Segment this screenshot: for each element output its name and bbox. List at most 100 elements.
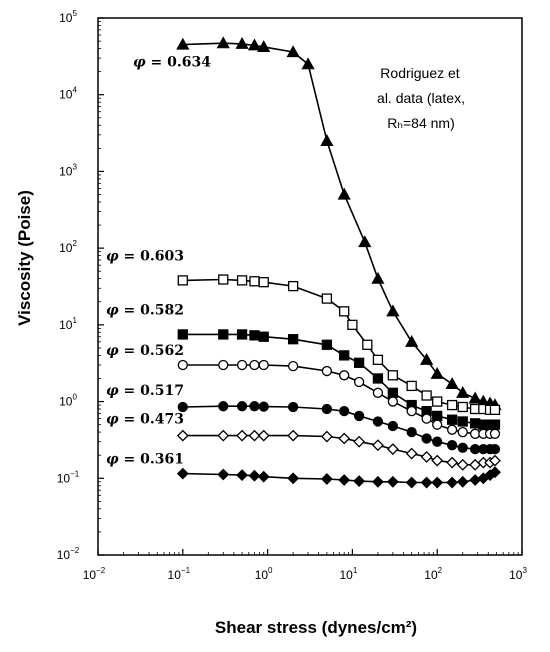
triangle-marker: [405, 335, 419, 347]
series-label: φ = 0.582: [106, 302, 184, 318]
circle-marker: [446, 440, 458, 451]
y-tick-label: 101: [59, 316, 77, 332]
circle-marker: [489, 428, 501, 439]
square-marker: [321, 293, 333, 304]
circle-marker: [177, 359, 188, 371]
series-label: φ = 0.562: [106, 343, 184, 359]
circle-marker: [321, 403, 333, 415]
square-marker: [249, 276, 260, 287]
triangle-marker: [337, 187, 351, 200]
circle-marker: [236, 401, 248, 412]
series-0.603: [177, 274, 501, 415]
series-0.562: [177, 359, 501, 439]
x-tick-label: 102: [424, 566, 442, 582]
square-marker: [353, 357, 365, 368]
triangle-marker: [320, 134, 334, 146]
diamond-marker: [431, 454, 444, 467]
y-tick-label: 102: [59, 239, 77, 255]
circle-marker: [258, 359, 269, 371]
circle-marker: [421, 433, 432, 444]
square-marker: [387, 370, 399, 381]
circle-marker: [387, 420, 399, 432]
square-marker: [339, 306, 350, 317]
circle-marker: [421, 413, 432, 424]
circle-marker: [353, 410, 365, 422]
circle-marker: [489, 443, 501, 455]
triangle-marker: [468, 391, 482, 404]
diamond-marker: [420, 476, 433, 489]
diamond-marker: [420, 450, 433, 463]
diamond-marker: [320, 473, 333, 485]
y-axis-ticks: 10−2 10−1 100 101 102 103 104 105: [57, 9, 104, 562]
square-marker: [258, 277, 269, 288]
series-label: φ = 0.634: [133, 55, 211, 71]
series-layer: [176, 36, 502, 489]
circle-marker: [249, 401, 260, 412]
triangle-marker: [371, 271, 385, 284]
triangle-marker: [286, 45, 300, 58]
diamond-marker: [353, 435, 366, 448]
triangle-marker: [358, 235, 372, 248]
triangle-marker: [420, 352, 434, 365]
y-tick-label: 10−2: [57, 546, 80, 562]
series-line: [182, 278, 495, 411]
annotation-line-1: Rodriguez et: [380, 65, 459, 81]
diamond-marker: [446, 456, 459, 469]
diamond-marker: [236, 429, 248, 442]
triangle-marker: [430, 366, 444, 379]
diamond-marker: [176, 467, 189, 480]
square-marker: [432, 410, 443, 422]
diamond-marker: [217, 429, 230, 442]
diamond-marker: [257, 429, 270, 442]
series-0.473: [176, 429, 501, 471]
y-axis-title: Viscosity (Poise): [15, 190, 34, 326]
circle-marker: [339, 370, 350, 381]
square-marker: [372, 354, 384, 365]
square-marker: [432, 396, 443, 407]
square-marker: [347, 319, 358, 331]
series-0.517: [177, 401, 501, 455]
square-marker: [362, 339, 373, 350]
square-marker: [489, 404, 501, 415]
triangle-marker: [216, 36, 230, 49]
diamond-marker: [405, 447, 418, 460]
triangle-marker: [257, 40, 271, 52]
diamond-marker: [353, 475, 366, 487]
x-tick-label: 10−2: [83, 566, 106, 582]
circle-marker: [177, 401, 188, 413]
square-marker: [489, 419, 501, 430]
square-marker: [387, 387, 399, 398]
circle-marker: [457, 442, 468, 453]
y-tick-label: 105: [59, 9, 77, 25]
circle-marker: [432, 419, 443, 430]
x-tick-label: 101: [339, 566, 357, 582]
circle-marker: [287, 360, 299, 372]
circle-marker: [218, 359, 229, 371]
diamond-marker: [248, 429, 261, 442]
diamond-marker: [405, 476, 418, 489]
circle-marker: [432, 436, 443, 447]
circle-marker: [372, 416, 384, 427]
circle-marker: [406, 406, 417, 417]
circle-marker: [249, 359, 260, 371]
square-marker: [457, 401, 468, 413]
y-tick-label: 103: [59, 162, 77, 178]
series-0.634: [176, 36, 502, 411]
diamond-marker: [257, 470, 270, 483]
triangle-marker: [456, 385, 470, 398]
diamond-marker: [386, 443, 399, 456]
diamond-marker: [469, 458, 482, 471]
triangle-marker: [386, 304, 400, 317]
square-marker: [177, 275, 188, 286]
circle-marker: [406, 426, 417, 438]
square-marker: [177, 329, 188, 340]
diamond-marker: [372, 475, 384, 488]
circle-marker: [218, 401, 229, 412]
diamond-marker: [338, 432, 351, 445]
series-label: φ = 0.603: [106, 248, 184, 264]
series-labels: φ = 0.634 φ = 0.603 φ = 0.582 φ = 0.562 φ = …: [106, 55, 211, 468]
triangle-marker: [301, 57, 315, 70]
diamond-marker: [320, 430, 333, 443]
square-marker: [287, 334, 299, 345]
